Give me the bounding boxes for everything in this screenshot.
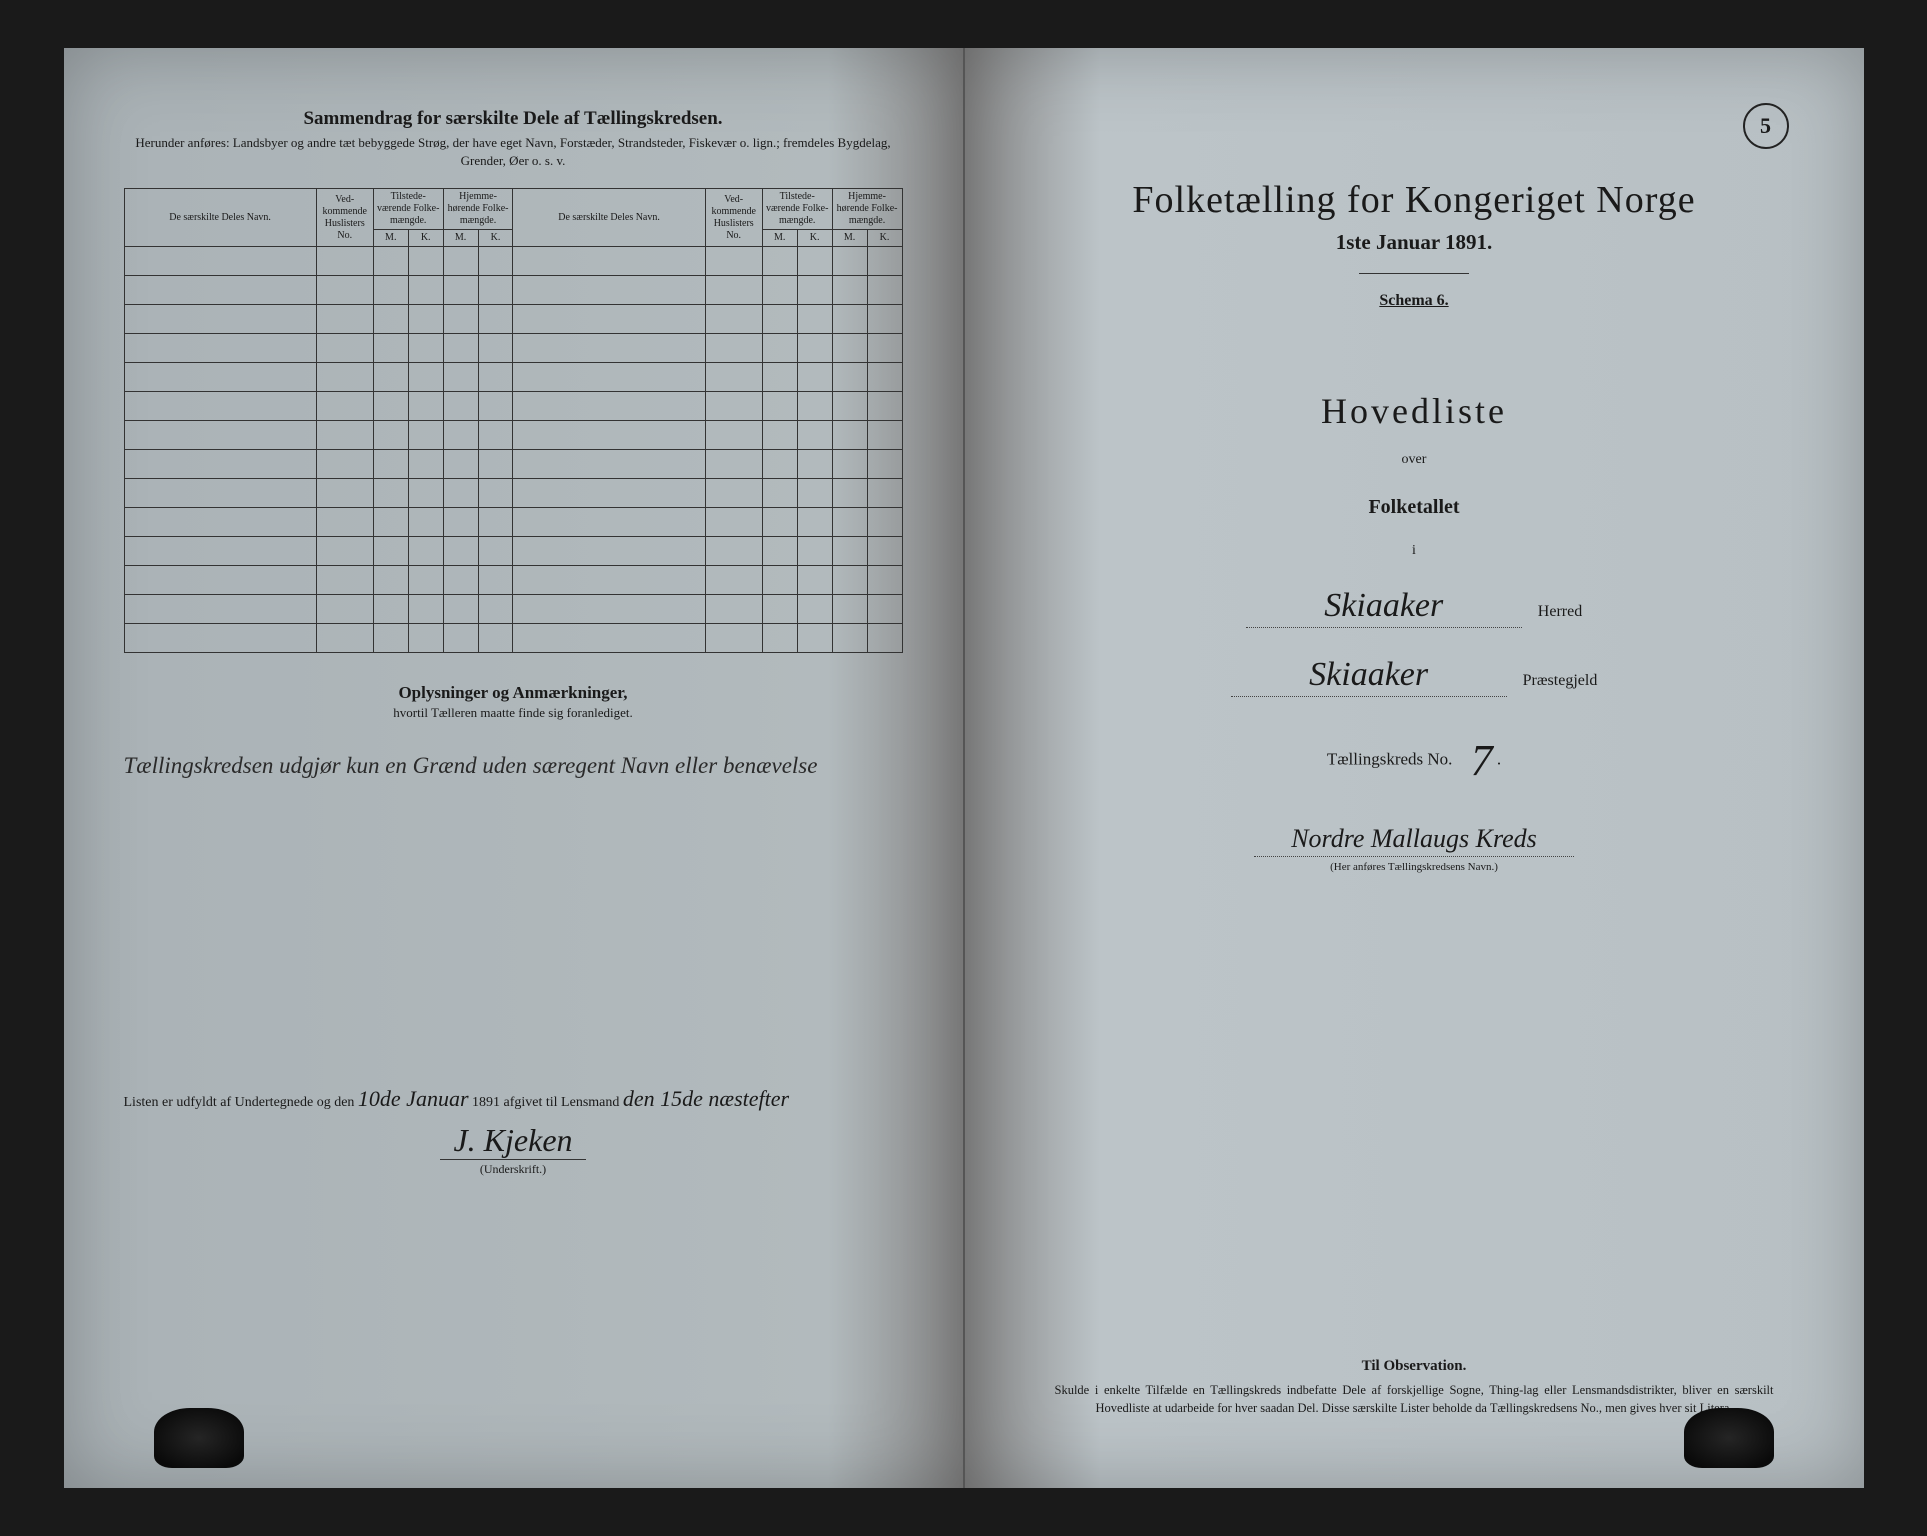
table-row: [124, 305, 902, 334]
notes-sub: hvortil Tælleren maatte finde sig foranl…: [124, 705, 903, 721]
hovedliste-title: Hovedliste: [1025, 390, 1804, 432]
left-page: Sammendrag for særskilte Dele af Tælling…: [64, 48, 965, 1488]
obs-text: Skulde i enkelte Tilfælde en Tællingskre…: [1055, 1381, 1774, 1419]
obs-title: Til Observation.: [1055, 1358, 1774, 1375]
bottom-year: 1891 afgivet til Lensmand: [472, 1095, 619, 1110]
th-m: M.: [832, 230, 867, 247]
th-navn-2: De særskilte Deles Navn.: [513, 189, 705, 247]
herred-label: Herred: [1538, 603, 1582, 621]
page-stamp: 5: [1743, 103, 1789, 149]
th-m: M.: [762, 230, 797, 247]
th-hjemme: Hjemme-hørende Folke-mængde.: [443, 189, 513, 230]
table-row: [124, 595, 902, 624]
left-title: Sammendrag for særskilte Dele af Tælling…: [124, 108, 903, 130]
table-row: [124, 276, 902, 305]
bottom-attestation: Listen er udfyldt af Undertegnede og den…: [124, 1086, 903, 1112]
stamp-number: 5: [1760, 113, 1771, 139]
th-m: M.: [373, 230, 408, 247]
notes-handwriting: Tællingskredsen udgjør kun en Grænd uden…: [124, 746, 903, 826]
bottom-received: den 15de næstefter: [623, 1086, 789, 1111]
th-navn: De særskilte Deles Navn.: [124, 189, 316, 247]
binder-clip-icon: [1684, 1408, 1774, 1468]
table-row: [124, 247, 902, 276]
th-k: K.: [478, 230, 513, 247]
signature-block: J. Kjeken (Underskrift.): [124, 1122, 903, 1178]
th-huslister: Ved-kommende Huslisters No.: [316, 189, 373, 247]
table-row: [124, 624, 902, 653]
table-row: [124, 450, 902, 479]
table-row: [124, 537, 902, 566]
th-hjemme-2: Hjemme-hørende Folke-mængde.: [832, 189, 902, 230]
kreds-name: Nordre Mallaugs Kreds: [1254, 824, 1574, 857]
praeste-value: Skiaaker: [1231, 656, 1507, 697]
schema-label: Schema 6.: [1025, 292, 1804, 310]
divider: [1359, 273, 1469, 274]
notes-title: Oplysninger og Anmærkninger,: [124, 683, 903, 703]
table-row: [124, 363, 902, 392]
signature: J. Kjeken: [124, 1122, 903, 1159]
census-date: 1ste Januar 1891.: [1025, 230, 1804, 255]
table-row: [124, 334, 902, 363]
table-row: [124, 392, 902, 421]
summary-table: De særskilte Deles Navn. Ved-kommende Hu…: [124, 188, 903, 653]
th-tilstede: Tilstede-værende Folke-mængde.: [373, 189, 443, 230]
th-k: K.: [867, 230, 902, 247]
praeste-label: Præstegjeld: [1523, 672, 1598, 690]
left-subtitle: Herunder anføres: Landsbyer og andre tæt…: [124, 134, 903, 170]
bottom-date: 10de Januar: [358, 1086, 469, 1111]
right-page: 5 Folketælling for Kongeriget Norge 1ste…: [965, 48, 1864, 1488]
table-row: [124, 508, 902, 537]
herred-line: Skiaaker Herred: [1025, 587, 1804, 628]
signature-label: (Underskrift.): [440, 1159, 586, 1177]
census-title: Folketælling for Kongeriget Norge: [1025, 178, 1804, 222]
table-row: [124, 479, 902, 508]
herred-value: Skiaaker: [1246, 587, 1522, 628]
table-row: [124, 421, 902, 450]
tk-label: Tællingskreds No.: [1327, 749, 1453, 768]
praestegjeld-line: Skiaaker Præstegjeld: [1025, 656, 1804, 697]
kreds-name-block: Nordre Mallaugs Kreds (Her anføres Tælli…: [1025, 824, 1804, 873]
th-k: K.: [797, 230, 832, 247]
i-label: i: [1025, 543, 1804, 559]
th-huslister-2: Ved-kommende Huslisters No.: [705, 189, 762, 247]
th-k: K.: [408, 230, 443, 247]
kreds-sub: (Her anføres Tællingskredsens Navn.): [1025, 861, 1804, 873]
bottom-pre: Listen er udfyldt af Undertegnede og den: [124, 1095, 355, 1110]
th-tilstede-2: Tilstede-værende Folke-mængde.: [762, 189, 832, 230]
book-spread: Sammendrag for særskilte Dele af Tælling…: [64, 48, 1864, 1488]
tk-period: .: [1497, 749, 1501, 768]
table-row: [124, 566, 902, 595]
table-body: [124, 247, 902, 653]
binder-clip-icon: [154, 1408, 244, 1468]
th-m: M.: [443, 230, 478, 247]
folketallet-label: Folketallet: [1025, 496, 1804, 519]
taellingskreds-line: Tællingskreds No. 7 .: [1025, 735, 1804, 786]
tk-number: 7: [1471, 735, 1493, 786]
over-label: over: [1025, 452, 1804, 468]
